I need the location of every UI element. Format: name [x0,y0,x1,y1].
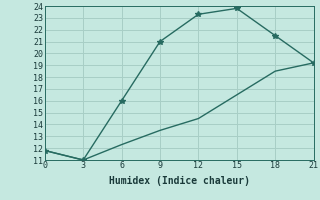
X-axis label: Humidex (Indice chaleur): Humidex (Indice chaleur) [109,176,250,186]
